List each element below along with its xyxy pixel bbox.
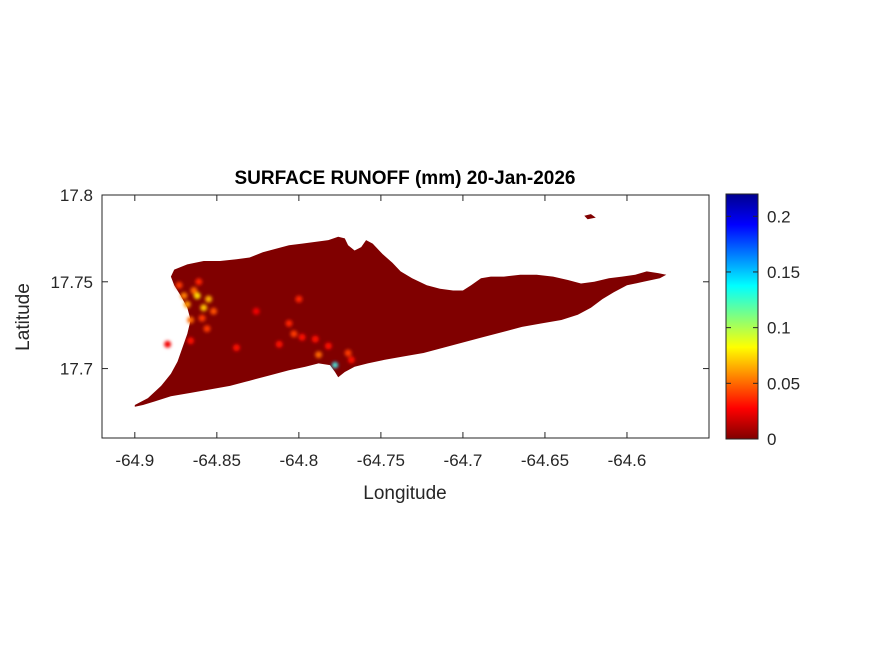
plot-frame bbox=[101, 194, 710, 439]
colorbar-tick-label: 0.05 bbox=[767, 374, 800, 393]
runoff-hotspot bbox=[164, 340, 172, 348]
colorbar-ticks: 0 0.05 0.1 0.15 0.2 bbox=[726, 207, 800, 449]
x-ticks: -64.9 -64.85 -64.8 -64.75 -64.7 -64.65 -64.6 bbox=[115, 195, 646, 470]
y-tick-label: 17.8 bbox=[60, 186, 93, 205]
runoff-hotspot bbox=[347, 356, 355, 364]
islets-layer bbox=[584, 214, 596, 220]
x-tick-label: -64.65 bbox=[521, 451, 569, 470]
runoff-hotspot bbox=[275, 340, 283, 348]
runoff-hotspot bbox=[195, 278, 203, 286]
runoff-hotspot bbox=[285, 319, 293, 327]
runoff-hotspot bbox=[193, 292, 201, 300]
colorbar bbox=[725, 193, 759, 440]
x-tick-label: -64.85 bbox=[193, 451, 241, 470]
island-shape bbox=[134, 236, 667, 407]
runoff-hotspot bbox=[203, 325, 211, 333]
x-tick-label: -64.8 bbox=[279, 451, 318, 470]
map-layer bbox=[134, 214, 667, 407]
runoff-hotspot bbox=[298, 333, 306, 341]
runoff-hotspot bbox=[252, 307, 260, 315]
runoff-hotspot bbox=[200, 304, 208, 312]
runoff-hotspot bbox=[295, 295, 303, 303]
runoff-hotspot bbox=[233, 344, 240, 352]
colorbar-tick-label: 0.15 bbox=[767, 263, 800, 282]
runoff-hotspot bbox=[290, 330, 298, 338]
y-tick-label: 17.75 bbox=[50, 273, 93, 292]
x-tick-label: -64.9 bbox=[115, 451, 154, 470]
runoff-hotspot bbox=[175, 281, 183, 289]
x-tick-label: -64.6 bbox=[608, 451, 647, 470]
x-axis-label: Longitude bbox=[363, 483, 446, 504]
runoff-hotspot bbox=[180, 292, 188, 300]
runoff-hotspot bbox=[205, 295, 213, 303]
runoff-hotspot bbox=[311, 335, 319, 343]
y-ticks: 17.8 17.75 17.7 bbox=[50, 186, 709, 379]
colorbar-tick-label: 0.1 bbox=[767, 319, 791, 338]
colorbar-tick-label: 0.2 bbox=[767, 207, 791, 226]
runoff-hotspot bbox=[324, 342, 332, 350]
runoff-hotspot-core bbox=[333, 363, 337, 367]
runoff-hotspot bbox=[187, 337, 195, 345]
x-tick-label: -64.75 bbox=[357, 451, 405, 470]
colorbar-tick-label: 0 bbox=[767, 430, 776, 449]
runoff-hotspot bbox=[183, 300, 191, 308]
chart-title: SURFACE RUNOFF (mm) 20-Jan-2026 bbox=[234, 168, 575, 189]
hotspots-layer bbox=[164, 278, 355, 369]
y-axis-label: Latitude bbox=[13, 283, 34, 351]
y-tick-label: 17.7 bbox=[60, 360, 93, 379]
x-tick-label: -64.7 bbox=[444, 451, 483, 470]
runoff-hotspot bbox=[210, 307, 218, 315]
runoff-hotspot bbox=[344, 349, 352, 357]
runoff-hotspot bbox=[187, 316, 195, 324]
runoff-hotspot bbox=[190, 287, 198, 294]
islet bbox=[584, 214, 596, 220]
runoff-hotspot bbox=[198, 314, 206, 322]
runoff-hotspot bbox=[315, 351, 323, 359]
